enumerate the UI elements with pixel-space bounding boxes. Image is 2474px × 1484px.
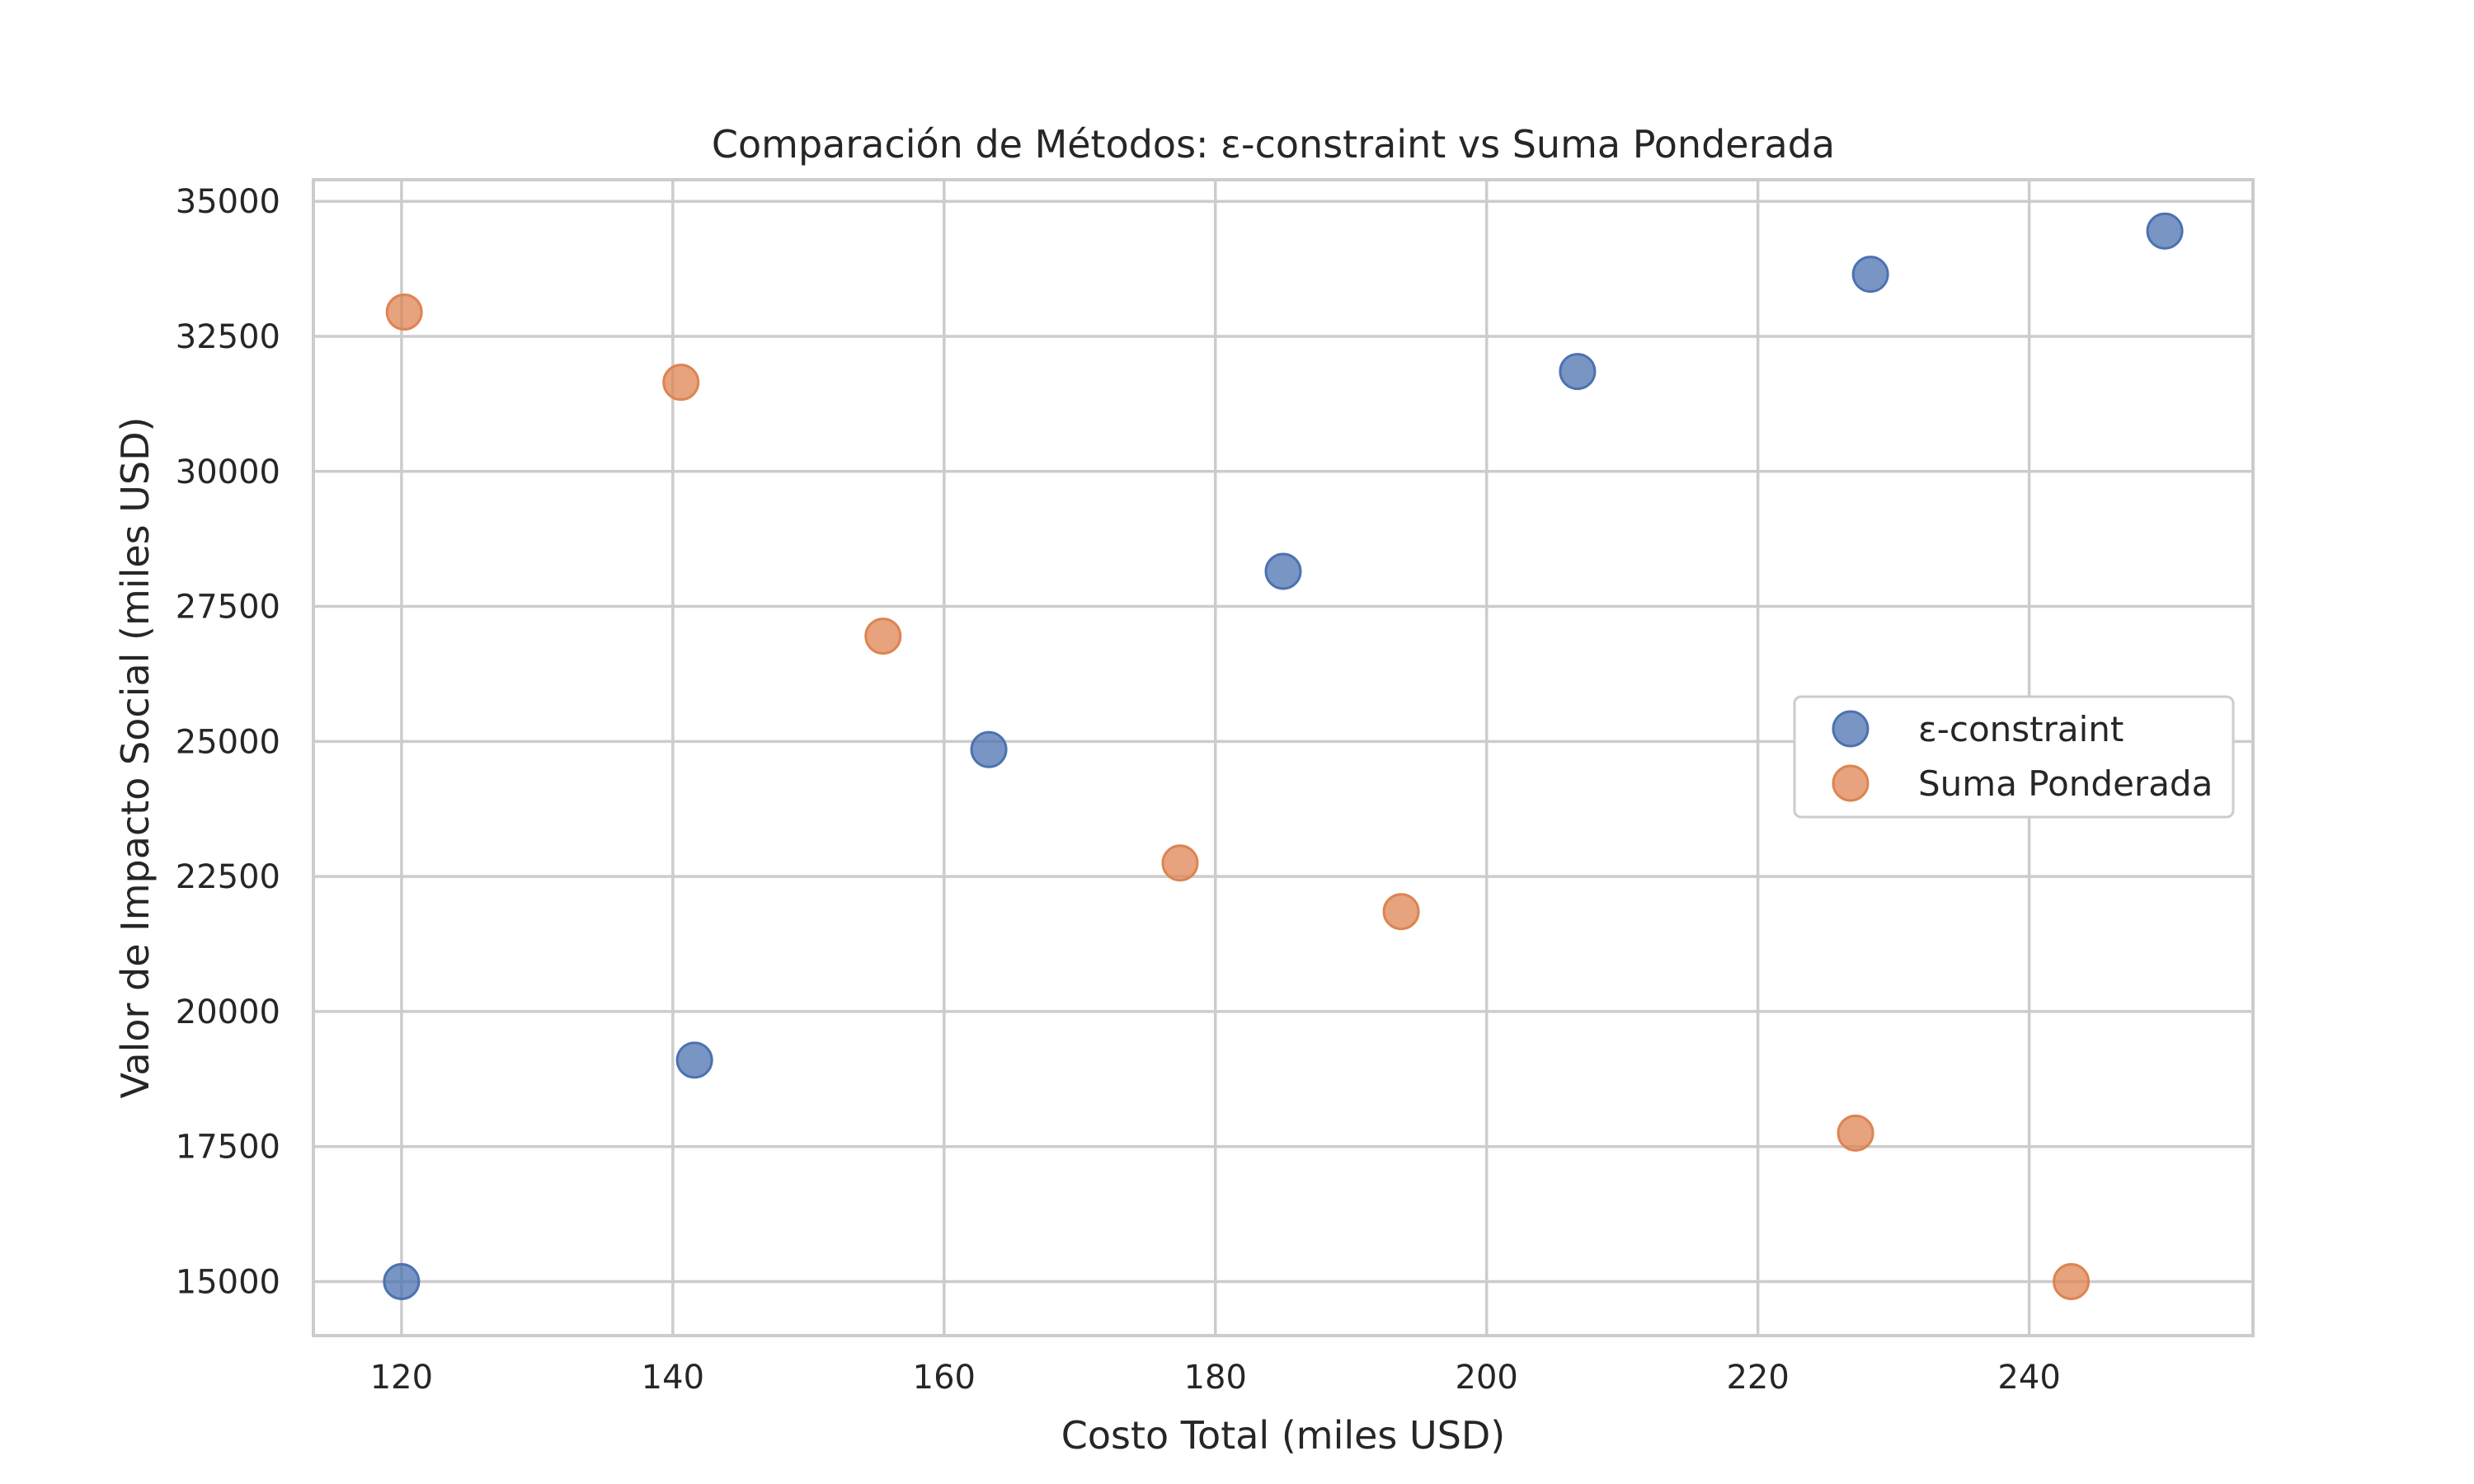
legend-frame <box>1793 695 2235 819</box>
y-axis-label: Valor de Impacto Social (miles USD) <box>113 417 158 1099</box>
x-tick-label: 200 <box>1456 1359 1518 1397</box>
series-0-point <box>1851 256 1889 294</box>
x-tick-label: 220 <box>1726 1359 1789 1397</box>
x-tick-label: 140 <box>642 1359 704 1397</box>
legend-label: ε-constraint <box>1918 709 2124 749</box>
x-tick-label: 240 <box>1997 1359 2060 1397</box>
y-tick-label: 35000 <box>176 183 280 221</box>
series-1-point <box>1382 893 1420 931</box>
series-0-point <box>1559 353 1597 391</box>
series-0-point <box>675 1041 713 1079</box>
y-tick-label: 25000 <box>176 723 280 761</box>
chart-title: Comparación de Métodos: ε-constraint vs … <box>712 122 1835 167</box>
y-tick-label: 30000 <box>176 453 280 491</box>
x-tick-labels: 120 140 160 180 200 220 240 <box>370 1359 2061 1397</box>
series-1-point <box>385 294 423 331</box>
y-tick-label: 20000 <box>176 993 280 1031</box>
y-tick-label: 27500 <box>176 589 280 627</box>
x-tick-label: 120 <box>370 1359 433 1397</box>
plot-frame <box>312 178 2255 1337</box>
series-1-point <box>662 364 700 402</box>
y-tick-label: 17500 <box>176 1129 280 1167</box>
grid <box>313 180 2253 1336</box>
legend-marker <box>1832 764 1870 802</box>
y-tick-label: 15000 <box>176 1263 280 1301</box>
x-tick-label: 160 <box>913 1359 976 1397</box>
series-0-point <box>2146 212 2184 250</box>
legend-marker <box>1832 710 1870 748</box>
series-0-point <box>1264 552 1302 590</box>
series-0-point <box>383 1262 421 1300</box>
legend: ε-constraint Suma Ponderada <box>1793 695 2235 819</box>
series-1-point <box>864 618 902 655</box>
y-tick-label: 22500 <box>176 858 280 896</box>
series-1-point <box>2053 1262 2091 1300</box>
series-1-point <box>1161 844 1199 882</box>
legend-label: Suma Ponderada <box>1918 763 2213 804</box>
y-tick-labels: 15000 17500 20000 22500 25000 27500 30000 32500… <box>176 183 280 1301</box>
series-0-point <box>970 730 1008 768</box>
x-axis-label: Costo Total (miles USD) <box>1061 1413 1506 1458</box>
data-points <box>383 212 2184 1300</box>
series-1-point <box>1837 1114 1874 1152</box>
y-tick-label: 32500 <box>176 318 280 356</box>
x-tick-label: 180 <box>1184 1359 1247 1397</box>
